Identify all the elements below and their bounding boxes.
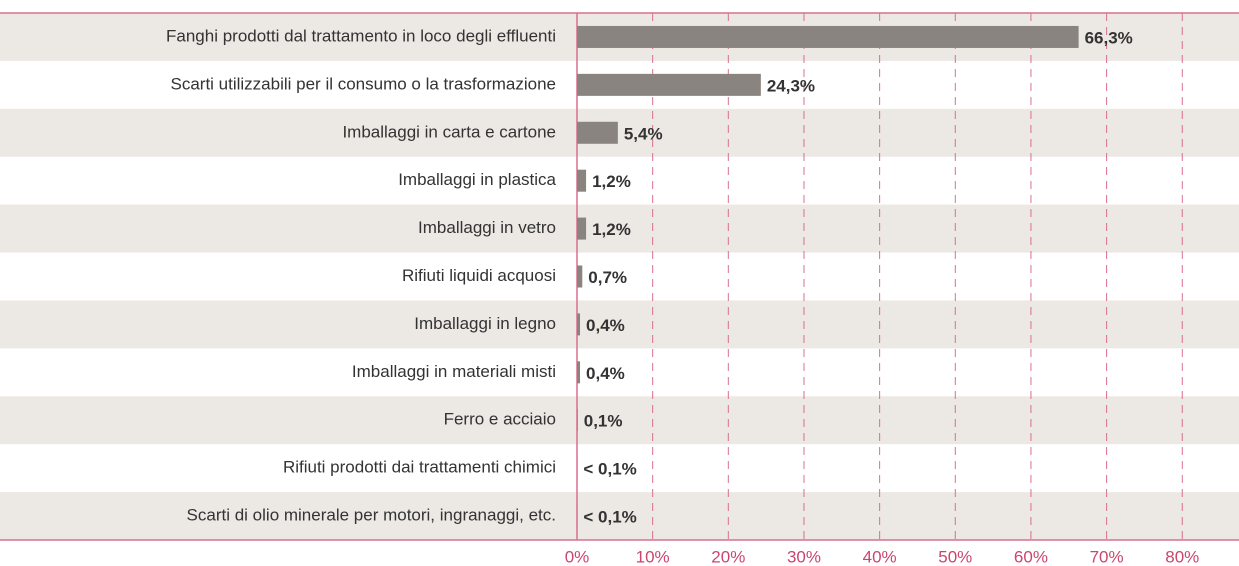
value-label: 0,4% [586, 364, 625, 383]
category-label: Fanghi prodotti dal trattamento in loco … [166, 26, 556, 45]
x-tick-label: 50% [938, 547, 972, 566]
value-label: 1,2% [592, 172, 631, 191]
category-label: Rifiuti prodotti dai trattamenti chimici [283, 458, 556, 477]
value-label: 24,3% [767, 76, 815, 95]
row-band [0, 300, 1239, 349]
bar [577, 25, 1079, 48]
x-tick-label: 60% [1014, 547, 1048, 566]
category-label: Imballaggi in vetro [418, 218, 556, 237]
category-label: Imballaggi in legno [414, 314, 556, 333]
category-label: Scarti di olio minerale per motori, ingr… [187, 506, 556, 525]
value-label: 0,4% [586, 316, 625, 335]
bar [577, 361, 581, 384]
x-tick-label: 30% [787, 547, 821, 566]
value-label: < 0,1% [583, 508, 636, 527]
bar [577, 121, 618, 144]
category-label: Ferro e acciaio [444, 410, 556, 429]
category-label: Scarti utilizzabili per il consumo o la … [171, 74, 557, 93]
x-tick-label: 0% [565, 547, 590, 566]
value-label: < 0,1% [583, 460, 636, 479]
category-label: Imballaggi in carta e cartone [342, 122, 556, 141]
bar [577, 217, 587, 240]
bar [577, 409, 578, 432]
x-tick-label: 80% [1165, 547, 1199, 566]
x-tick-label: 10% [636, 547, 670, 566]
category-label: Imballaggi in materiali misti [352, 362, 556, 381]
value-label: 0,1% [584, 412, 623, 431]
bar [577, 169, 587, 192]
value-label: 66,3% [1085, 28, 1133, 47]
row-band [0, 492, 1239, 540]
value-label: 0,7% [588, 268, 627, 287]
x-tick-label: 20% [711, 547, 745, 566]
category-label: Rifiuti liquidi acquosi [402, 266, 556, 285]
value-label: 1,2% [592, 220, 631, 239]
row-band [0, 396, 1239, 445]
bar [577, 73, 761, 96]
bar [577, 265, 583, 288]
row-band [0, 108, 1239, 157]
x-tick-label: 70% [1090, 547, 1124, 566]
x-tick-label: 40% [863, 547, 897, 566]
bar [577, 313, 581, 336]
value-label: 5,4% [624, 124, 663, 143]
category-label: Imballaggi in plastica [398, 170, 556, 189]
row-band [0, 204, 1239, 253]
